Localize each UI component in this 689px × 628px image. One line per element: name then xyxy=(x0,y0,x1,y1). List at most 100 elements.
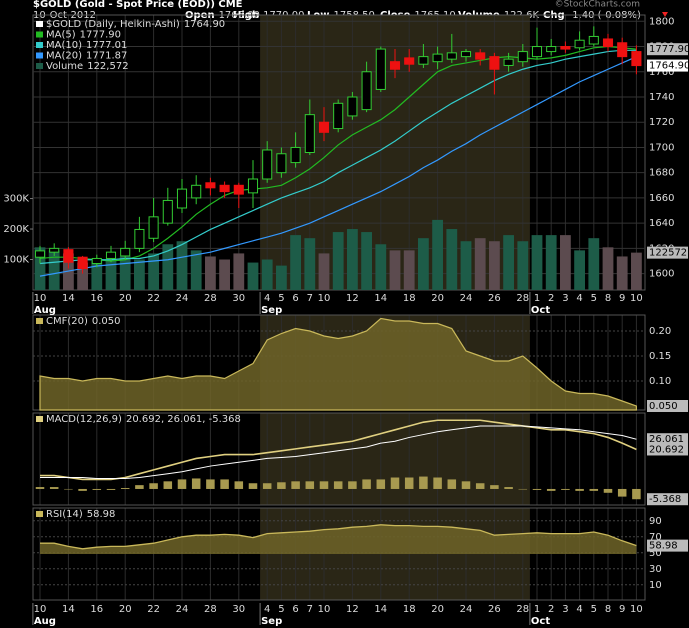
y-tick-label: 70 xyxy=(649,532,662,543)
volume-bar xyxy=(134,259,145,290)
volume-bar xyxy=(347,229,358,290)
histogram-bar xyxy=(589,488,599,491)
month-label: Aug xyxy=(34,305,56,316)
histogram-bar xyxy=(404,477,414,489)
volume-bar xyxy=(219,259,230,290)
histogram-bar xyxy=(632,488,641,500)
histogram-bar xyxy=(220,479,229,489)
legend-name: MA(5) xyxy=(46,30,76,41)
histogram-bar xyxy=(262,483,272,489)
legend-entry: RSI(14) 58.98 xyxy=(46,509,115,520)
volume-bar xyxy=(332,232,344,290)
x-tick-label: 14 xyxy=(62,293,75,304)
volume-bar xyxy=(176,241,188,290)
value-box-label: 26.061 xyxy=(649,434,684,445)
histogram-bar xyxy=(248,483,258,489)
histogram-bar xyxy=(149,483,158,489)
legend-value: 122,572 xyxy=(87,61,128,72)
value-box xyxy=(647,400,688,412)
y-tick-label: 1600 xyxy=(649,269,674,280)
y-tick-label: 0.10 xyxy=(649,376,671,387)
candle-body xyxy=(574,39,585,49)
legend-swatch xyxy=(36,511,43,517)
x-tick-label: 4 xyxy=(576,604,582,615)
month-label: Oct xyxy=(531,616,550,627)
x-tick-label: 22 xyxy=(147,604,160,615)
x-tick-label: 12 xyxy=(346,604,359,615)
value-box-label: 1777.90 xyxy=(649,44,689,55)
value-box xyxy=(647,59,688,72)
candle-body xyxy=(617,42,628,58)
histogram-bar xyxy=(64,488,73,490)
ma-line xyxy=(39,56,637,277)
volume-bar xyxy=(460,241,472,290)
candle-body xyxy=(120,247,131,257)
histogram-bar xyxy=(163,481,173,489)
value-box-label: -5.368 xyxy=(649,494,681,505)
x-tick-label: 7 xyxy=(307,293,313,304)
volume-bar xyxy=(503,235,514,290)
histogram-bar xyxy=(504,487,513,489)
x-tick-label: 4 xyxy=(264,293,270,304)
candle-body xyxy=(176,188,188,209)
volume-bar xyxy=(545,235,557,290)
candle-body xyxy=(148,216,159,239)
change-arrow xyxy=(662,12,668,17)
candle-body xyxy=(347,96,358,117)
legend-value: 58.98 xyxy=(87,509,116,520)
volume-bar xyxy=(560,235,571,290)
value-box-label: 0.050 xyxy=(649,401,678,412)
rsi-area xyxy=(40,524,637,554)
histogram-bar xyxy=(49,487,59,489)
histogram-bar xyxy=(348,481,357,489)
x-tick-label: 5 xyxy=(278,604,284,615)
x-tick-label: 4 xyxy=(264,604,270,615)
y-tick-label: 30 xyxy=(649,564,662,575)
histogram-bar xyxy=(532,488,542,490)
value-box xyxy=(647,43,688,56)
legend-entry: CMF(20) 0.050 xyxy=(46,316,121,327)
candle-body xyxy=(432,53,443,63)
panel-frame xyxy=(32,412,646,506)
x-tick-label: 6 xyxy=(292,604,298,615)
volume-bar xyxy=(190,250,202,290)
x-tick-label: 2 xyxy=(548,604,554,615)
ma-line xyxy=(39,49,637,265)
histogram-bar xyxy=(106,488,116,490)
y-tick-label: 50 xyxy=(649,548,662,559)
volume-bar xyxy=(517,241,529,290)
legend-swatch xyxy=(36,52,43,59)
x-tick-label: 10 xyxy=(318,604,331,615)
legend-value: 0.050 xyxy=(92,316,121,327)
volume-bar xyxy=(489,241,500,290)
cmf-area xyxy=(39,317,637,411)
x-tick-label: 16 xyxy=(90,293,103,304)
histogram-bar xyxy=(433,477,442,489)
histogram-bar xyxy=(575,488,584,491)
volume-bar xyxy=(205,256,216,290)
legend-swatch xyxy=(36,42,43,48)
signal-line xyxy=(40,425,637,479)
x-tick-label: 30 xyxy=(232,604,245,615)
x-tick-label: 10 xyxy=(630,293,643,304)
volume-bar xyxy=(91,261,103,290)
candle-body xyxy=(34,250,46,258)
histogram-bar xyxy=(191,478,201,489)
y2-tick-label: 100K xyxy=(3,255,29,266)
candle-body xyxy=(418,56,429,65)
histogram-bar xyxy=(135,485,144,489)
histogram-bar xyxy=(419,476,428,489)
volume-bar xyxy=(432,219,443,290)
x-tick-label: 6 xyxy=(292,293,298,304)
candle-body xyxy=(333,102,344,130)
x-tick-label: 20 xyxy=(119,293,132,304)
x-tick-label: 5 xyxy=(591,604,597,615)
volume-bar xyxy=(418,238,429,290)
candle-body xyxy=(276,153,287,174)
y-tick-label: 1680 xyxy=(649,168,674,179)
candle-body xyxy=(460,51,472,58)
y-tick-label: 1720 xyxy=(649,117,674,128)
legend-swatch xyxy=(36,318,43,324)
x-tick-label: 14 xyxy=(374,604,387,615)
histogram-bar xyxy=(277,482,286,489)
